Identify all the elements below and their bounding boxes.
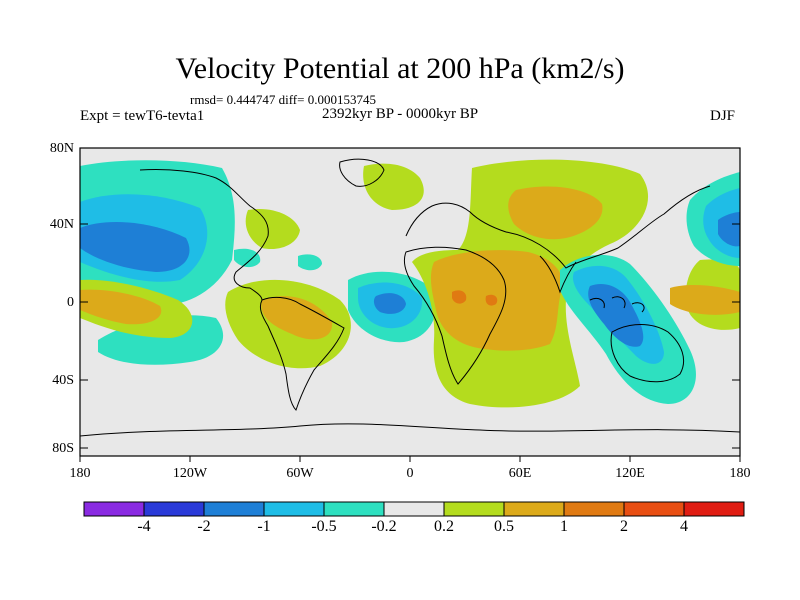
- africa-coastline: [403, 246, 507, 385]
- lat-label-40n: 40N: [49, 217, 74, 232]
- colorbar-swatch: [203, 501, 265, 517]
- south-america-orange-core: [261, 296, 333, 340]
- lon-label-0: 0: [406, 466, 414, 481]
- lat-label-0: 0: [67, 295, 74, 310]
- colorbar-label: -0.2: [371, 518, 397, 535]
- colorbar-label: 4: [680, 518, 688, 535]
- colorbar-swatch: [263, 501, 325, 517]
- africa-darkorange-spot: [452, 290, 498, 306]
- north-pacific-blue-core: [80, 222, 190, 272]
- colorbar-label: -0.5: [311, 518, 337, 535]
- lon-label-120e: 120E: [615, 466, 645, 481]
- colorbar-label: -4: [137, 518, 151, 535]
- colorbar-swatch: [683, 501, 745, 517]
- atlantic-cyan-spot: [298, 254, 322, 271]
- africa-orange-region: [430, 186, 603, 351]
- colorbar-label: 2: [620, 518, 628, 535]
- colorbar-swatch: [323, 501, 385, 517]
- lat-label-80n: 80N: [49, 141, 74, 156]
- lon-label-180w: 180: [69, 466, 91, 481]
- europe-coastline: [405, 202, 507, 237]
- australia-coastline: [610, 324, 684, 383]
- colorbar-label: 0.5: [494, 518, 514, 535]
- north-atlantic-yellow-region: [245, 208, 300, 250]
- colorbar-swatch: [383, 501, 445, 517]
- map-title: Velocity Potential at 200 hPa (km2/s): [175, 52, 625, 85]
- asia-coastline: [505, 185, 711, 269]
- colorbar-swatch: [503, 501, 565, 517]
- antarctica-coastline: [80, 423, 740, 437]
- north-america-coastline: [139, 169, 269, 301]
- season-label: DJF: [710, 108, 736, 124]
- lon-label-60e: 60E: [508, 466, 532, 481]
- colorbar-swatch: [143, 501, 205, 517]
- lat-label-40s: 40S: [52, 373, 74, 388]
- lat-ticks: [80, 148, 740, 449]
- greenland-coastline: [339, 158, 385, 187]
- lon-label-180e: 180: [729, 466, 751, 481]
- indonesia-islands-coastline: [589, 296, 645, 313]
- lon-label-120w: 120W: [172, 466, 208, 481]
- rmsd-diff-stats: rmsd= 0.444747 diff= 0.000153745: [190, 92, 376, 107]
- colorbar-label: -2: [197, 518, 211, 535]
- colorbar-label: 0.2: [434, 518, 454, 535]
- lon-label-60w: 60W: [286, 466, 314, 481]
- northeast-pacific-blue-core: [718, 212, 740, 247]
- period-label: 2392kyr BP - 0000kyr BP: [322, 106, 479, 122]
- colorbar-swatch: [83, 501, 145, 517]
- colorbar-label: 1: [560, 518, 568, 535]
- lat-label-80s: 80S: [52, 441, 74, 456]
- coastlines: [80, 158, 740, 437]
- india-coastline: [539, 255, 577, 294]
- colorbar: [83, 501, 745, 517]
- south-atlantic-blue-core: [373, 293, 406, 314]
- south-america-coastline: [259, 296, 345, 411]
- west-atlantic-cyan-blob: [234, 248, 261, 268]
- east-pacific-orange-core: [670, 285, 740, 315]
- lon-ticks: [79, 456, 741, 462]
- colorbar-swatch: [563, 501, 625, 517]
- colorbar-swatch: [623, 501, 685, 517]
- colorbar-label: -1: [257, 518, 271, 535]
- experiment-label: Expt = tewT6-tevta1: [80, 108, 205, 124]
- central-pacific-orange-region: [80, 289, 162, 325]
- colorbar-swatch: [443, 501, 505, 517]
- contour-field: [80, 148, 740, 456]
